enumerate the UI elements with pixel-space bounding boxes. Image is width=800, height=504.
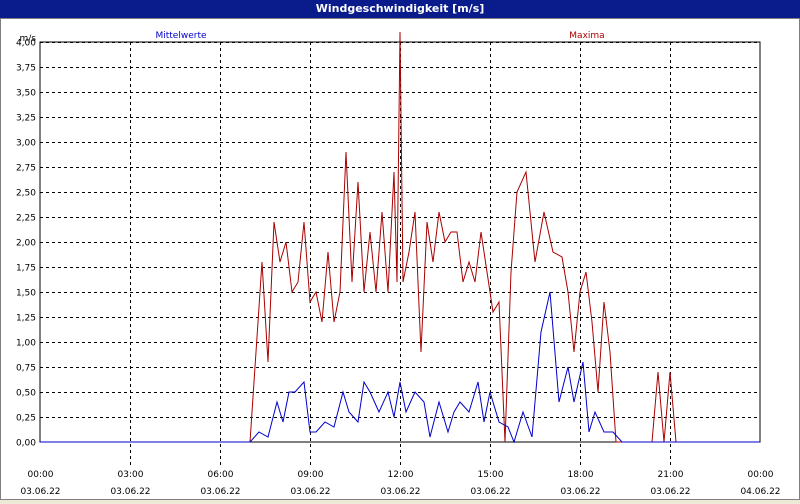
x-tick-date: 03.06.22 bbox=[560, 487, 600, 497]
wind-speed-chart: 0,00 0,25 0,50 0,75 1,00 1,25 1,50 1,75 2,00 2,25… bbox=[16, 31, 781, 497]
x-tick-date: 03.06.22 bbox=[200, 487, 240, 497]
x-tick-time: 15:00 bbox=[478, 470, 504, 480]
x-tick-date: 03.06.22 bbox=[470, 487, 510, 497]
x-tick-date: 03.06.22 bbox=[650, 487, 690, 497]
y-tick-label: 2,25 bbox=[16, 214, 36, 224]
x-tick-date: 03.06.22 bbox=[20, 487, 60, 497]
y-tick-label: 1,50 bbox=[16, 289, 36, 299]
legend-mittelwerte: Mittelwerte bbox=[155, 31, 206, 41]
y-tick-label: 0,00 bbox=[16, 439, 36, 449]
chart-frame: 0,00 0,25 0,50 0,75 1,00 1,25 1,50 1,75 2,00 2,25… bbox=[0, 18, 800, 500]
y-tick-label: 1,25 bbox=[16, 314, 36, 324]
y-tick-label: 1,00 bbox=[16, 339, 36, 349]
y-tick-label: 2,75 bbox=[16, 164, 36, 174]
y-tick-label: 0,75 bbox=[16, 364, 36, 374]
y-tick-label: 2,00 bbox=[16, 239, 36, 249]
series-line-maxima bbox=[40, 31, 760, 443]
x-tick-time: 09:00 bbox=[298, 470, 324, 480]
y-tick-label: 0,50 bbox=[16, 389, 36, 399]
chart-title-bar: Windgeschwindigkeit [m/s] bbox=[0, 0, 800, 18]
y-tick-label: 3,00 bbox=[16, 139, 36, 149]
y-tick-label: 3,50 bbox=[16, 89, 36, 99]
y-axis-label: m/s bbox=[20, 34, 37, 44]
x-tick-time: 21:00 bbox=[658, 470, 684, 480]
x-tick-date: 03.06.22 bbox=[290, 487, 330, 497]
y-tick-label: 1,75 bbox=[16, 264, 36, 274]
y-tick-label: 3,75 bbox=[16, 64, 36, 74]
y-tick-label: 2,50 bbox=[16, 189, 36, 199]
x-tick-time: 18:00 bbox=[568, 470, 594, 480]
x-tick-time: 03:00 bbox=[118, 470, 144, 480]
x-tick-date: 04.06.22 bbox=[740, 487, 780, 497]
y-tick-label: 3,25 bbox=[16, 114, 36, 124]
x-tick-date: 03.06.22 bbox=[110, 487, 150, 497]
chart-title: Windgeschwindigkeit [m/s] bbox=[315, 2, 485, 15]
x-tick-time: 06:00 bbox=[208, 470, 234, 480]
legend-maxima: Maxima bbox=[569, 31, 604, 41]
series-line-mittelwerte bbox=[40, 291, 760, 444]
y-tick-label: 4,00 bbox=[16, 39, 36, 49]
x-tick-time: 00:00 bbox=[28, 470, 54, 480]
y-tick-label: 0,25 bbox=[16, 414, 36, 424]
x-tick-time: 12:00 bbox=[388, 470, 414, 480]
x-tick-date: 03.06.22 bbox=[380, 487, 420, 497]
x-tick-time: 00:00 bbox=[748, 470, 774, 480]
